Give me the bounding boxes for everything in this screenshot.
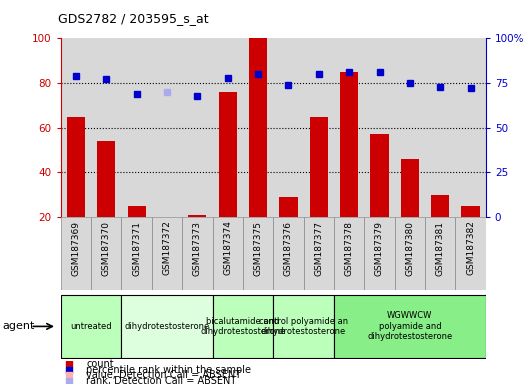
Bar: [455, 217, 486, 290]
Text: GSM187375: GSM187375: [253, 220, 262, 276]
Text: GSM187380: GSM187380: [406, 220, 414, 276]
Bar: [128, 206, 146, 217]
Text: GSM187378: GSM187378: [345, 220, 354, 276]
Bar: [97, 141, 115, 217]
Text: rank, Detection Call = ABSENT: rank, Detection Call = ABSENT: [86, 376, 237, 384]
Bar: [61, 295, 121, 358]
Text: count: count: [86, 359, 114, 369]
Text: value, Detection Call = ABSENT: value, Detection Call = ABSENT: [86, 370, 241, 381]
Bar: [67, 116, 85, 217]
Text: agent: agent: [3, 321, 35, 331]
Text: GSM187377: GSM187377: [314, 220, 323, 276]
Bar: [219, 92, 237, 217]
Bar: [61, 217, 91, 290]
Text: GSM187381: GSM187381: [436, 220, 445, 276]
Bar: [249, 38, 267, 217]
Text: GDS2782 / 203595_s_at: GDS2782 / 203595_s_at: [58, 12, 209, 25]
Bar: [121, 295, 212, 358]
Bar: [243, 217, 274, 290]
Bar: [279, 197, 298, 217]
Text: GSM187372: GSM187372: [163, 220, 172, 275]
Text: GSM187382: GSM187382: [466, 220, 475, 275]
Bar: [461, 206, 479, 217]
Bar: [274, 295, 334, 358]
Bar: [431, 195, 449, 217]
Text: WGWWCW
polyamide and
dihydrotestosterone: WGWWCW polyamide and dihydrotestosterone: [367, 311, 452, 341]
Bar: [364, 217, 395, 290]
Bar: [401, 159, 419, 217]
Bar: [91, 217, 121, 290]
Bar: [188, 215, 206, 217]
Bar: [334, 295, 486, 358]
Bar: [212, 295, 274, 358]
Text: GSM187369: GSM187369: [71, 220, 80, 276]
Bar: [212, 217, 243, 290]
Bar: [152, 217, 182, 290]
Bar: [182, 217, 212, 290]
Bar: [340, 72, 358, 217]
Text: GSM187371: GSM187371: [132, 220, 141, 276]
Bar: [304, 217, 334, 290]
Text: dihydrotestosterone: dihydrotestosterone: [125, 322, 210, 331]
Text: untreated: untreated: [70, 322, 112, 331]
Bar: [309, 116, 328, 217]
Text: GSM187370: GSM187370: [102, 220, 111, 276]
Bar: [394, 217, 425, 290]
Bar: [334, 217, 364, 290]
Text: GSM187374: GSM187374: [223, 220, 232, 275]
Text: percentile rank within the sample: percentile rank within the sample: [86, 364, 251, 375]
Text: GSM187373: GSM187373: [193, 220, 202, 276]
Text: control polyamide an
dihydrotestosterone: control polyamide an dihydrotestosterone: [259, 317, 348, 336]
Bar: [274, 217, 304, 290]
Text: GSM187379: GSM187379: [375, 220, 384, 276]
Bar: [425, 217, 455, 290]
Text: bicalutamide and
dihydrotestosterone: bicalutamide and dihydrotestosterone: [200, 317, 286, 336]
Bar: [370, 134, 389, 217]
Bar: [121, 217, 152, 290]
Text: GSM187376: GSM187376: [284, 220, 293, 276]
